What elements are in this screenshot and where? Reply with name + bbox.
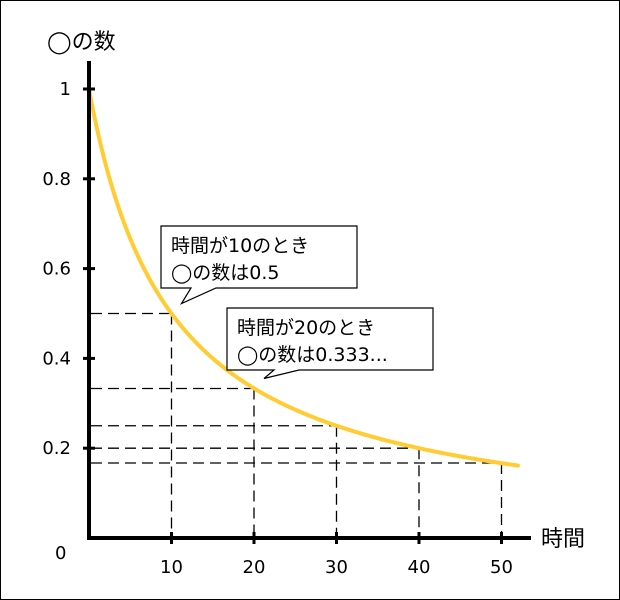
curve-line <box>87 87 520 468</box>
x-tick-label: 20 <box>243 557 266 578</box>
axis-ticks: 10 20 30 40 50 0.2 0.4 0.6 0.8 1 <box>42 79 513 578</box>
y-tick-label: 0.2 <box>42 438 71 459</box>
x-tick-label: 10 <box>160 557 183 578</box>
callout-line2: ◯の数は0.5 <box>171 262 279 284</box>
callout-bubble <box>226 307 434 380</box>
y-tick-label: 0.4 <box>42 348 71 369</box>
x-axis-title: 時間 <box>541 527 585 552</box>
callouts: 時間が10のとき ◯の数は0.5 時間が20のとき ◯の数は0.333... <box>160 225 434 380</box>
callout-line1: 時間が20のとき <box>237 317 375 339</box>
x-tick-label: 50 <box>490 557 513 578</box>
callout-line1: 時間が10のとき <box>171 235 309 257</box>
y-tick-label: 1 <box>60 79 71 100</box>
y-tick-label: 0.8 <box>42 169 71 190</box>
y-tick-label: 0.6 <box>42 259 71 280</box>
x-tick-label: 40 <box>408 557 431 578</box>
x-tick-label: 30 <box>325 557 348 578</box>
origin-label: 0 <box>55 543 66 564</box>
y-axis-title: ◯の数 <box>47 30 116 55</box>
callout-bubble <box>160 225 358 305</box>
callout-line2: ◯の数は0.333... <box>237 344 388 366</box>
reference-lines <box>91 312 503 538</box>
